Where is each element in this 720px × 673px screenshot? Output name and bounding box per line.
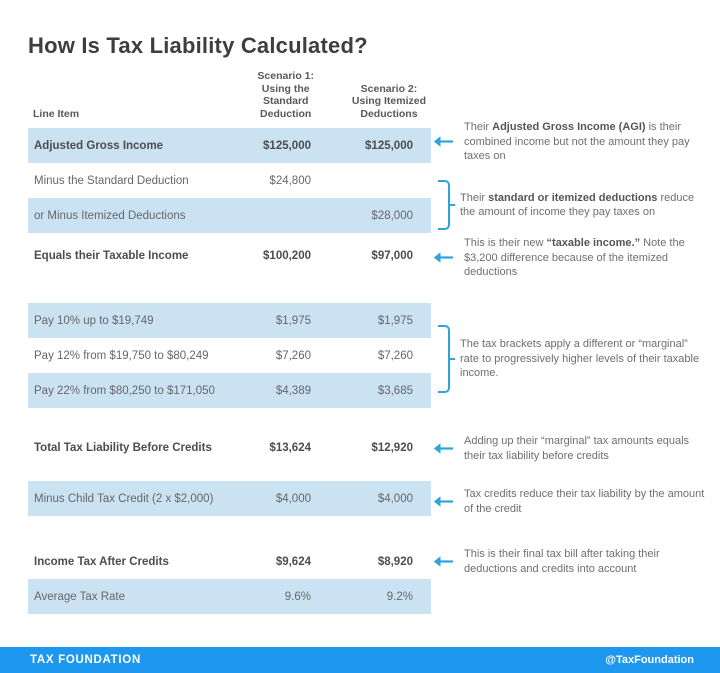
row-label: Average Tax Rate <box>34 590 125 603</box>
row-label: Minus Child Tax Credit (2 x $2,000) <box>34 492 214 505</box>
annotation-tax-brackets: The tax brackets apply a different or “m… <box>431 325 711 393</box>
row-value-scenario1: $1,975 <box>275 314 311 327</box>
table-header-row: Line Item Scenario 1: Using the Standard… <box>28 60 431 120</box>
column-header-scenario-2: Scenario 2: Using Itemized Deductions <box>351 82 426 120</box>
row-value-scenario2: $97,000 <box>371 249 413 262</box>
row-value-scenario2: $28,000 <box>371 209 413 222</box>
row-label: Minus the Standard Deduction <box>34 174 189 187</box>
table-row: Pay 12% from $19,750 to $80,249 $7,260 $… <box>28 338 431 373</box>
row-value-scenario1: 9.6% <box>284 590 311 603</box>
table-row: Pay 10% up to $19,749 $1,975 $1,975 <box>28 303 431 338</box>
annotation-text: The tax brackets apply a different or “m… <box>460 338 700 380</box>
row-value-scenario2: 9.2% <box>386 590 413 603</box>
table-row: Income Tax After Credits $9,624 $8,920 <box>28 544 431 579</box>
table-row: Minus the Standard Deduction $24,800 <box>28 163 431 198</box>
page-title: How Is Tax Liability Calculated? <box>28 32 368 58</box>
row-value-scenario1: $100,200 <box>263 249 311 262</box>
row-label: Income Tax After Credits <box>34 555 169 568</box>
row-value-scenario1: $24,800 <box>269 174 311 187</box>
annotation-agi: Their Adjusted Gross Income (AGI) is the… <box>431 120 711 164</box>
bracket-icon <box>438 325 455 393</box>
row-value-scenario1: $13,624 <box>269 441 311 454</box>
row-label: Equals their Taxable Income <box>34 249 189 262</box>
row-label: or Minus Itemized Deductions <box>34 209 186 222</box>
tax-table: Line Item Scenario 1: Using the Standard… <box>28 60 431 614</box>
table-row: Total Tax Liability Before Credits $13,6… <box>28 430 431 465</box>
arrow-left-icon <box>432 135 454 148</box>
annotation-final-tax-bill: This is their final tax bill after takin… <box>431 547 711 576</box>
row-value-scenario2: $125,000 <box>365 139 413 152</box>
annotation-text: Their Adjusted Gross Income (AGI) is the… <box>464 121 690 162</box>
arrow-left-icon <box>432 251 454 264</box>
row-value-scenario2: $8,920 <box>377 555 413 568</box>
table-row: Minus Child Tax Credit (2 x $2,000) $4,0… <box>28 481 431 516</box>
annotation-text: This is their final tax bill after takin… <box>464 548 660 575</box>
annotation-text: This is their new “taxable income.” Note… <box>464 237 685 278</box>
annotation-deductions: Their standard or itemized deductions re… <box>431 180 711 230</box>
row-value-scenario2: $7,260 <box>377 349 413 362</box>
column-header-line-item: Line Item <box>33 107 80 120</box>
table-row: Average Tax Rate 9.6% 9.2% <box>28 579 431 614</box>
row-value-scenario1: $9,624 <box>275 555 311 568</box>
row-value-scenario1: $4,000 <box>275 492 311 505</box>
row-value-scenario1: $4,389 <box>275 384 311 397</box>
table-row: or Minus Itemized Deductions $28,000 <box>28 198 431 233</box>
column-header-scenario-1: Scenario 1: Using the Standard Deduction <box>257 70 314 120</box>
row-value-scenario2: $12,920 <box>371 441 413 454</box>
brand-name: TAX FOUNDATION <box>30 654 141 666</box>
row-value-scenario2: $3,685 <box>377 384 413 397</box>
arrow-left-icon <box>432 495 454 508</box>
row-label: Pay 10% up to $19,749 <box>34 314 154 327</box>
annotation-text: Tax credits reduce their tax liability b… <box>464 488 705 515</box>
row-label: Total Tax Liability Before Credits <box>34 441 212 454</box>
arrow-left-icon <box>432 442 454 455</box>
annotation-text: Their standard or itemized deductions re… <box>460 191 695 219</box>
row-value-scenario2: $1,975 <box>377 314 413 327</box>
row-label: Pay 22% from $80,250 to $171,050 <box>34 384 215 397</box>
annotation-liability-before-credits: Adding up their “marginal” tax amounts e… <box>431 434 711 463</box>
bracket-icon <box>438 180 455 230</box>
table-row: Pay 22% from $80,250 to $171,050 $4,389 … <box>28 373 431 408</box>
annotation-text: Adding up their “marginal” tax amounts e… <box>464 435 690 462</box>
twitter-handle-link[interactable]: @TaxFoundation <box>605 654 694 666</box>
table-row: Equals their Taxable Income $100,200 $97… <box>28 238 431 273</box>
row-value-scenario2: $4,000 <box>377 492 413 505</box>
row-value-scenario1: $125,000 <box>263 139 311 152</box>
arrow-left-icon <box>432 555 454 568</box>
footer-bar: TAX FOUNDATION @TaxFoundation <box>0 647 720 673</box>
row-label: Adjusted Gross Income <box>34 139 164 152</box>
annotation-tax-credits: Tax credits reduce their tax liability b… <box>431 487 711 516</box>
row-value-scenario1: $7,260 <box>275 349 311 362</box>
annotation-taxable-income: This is their new “taxable income.” Note… <box>431 236 711 280</box>
table-row: Adjusted Gross Income $125,000 $125,000 <box>28 128 431 163</box>
row-label: Pay 12% from $19,750 to $80,249 <box>34 349 209 362</box>
